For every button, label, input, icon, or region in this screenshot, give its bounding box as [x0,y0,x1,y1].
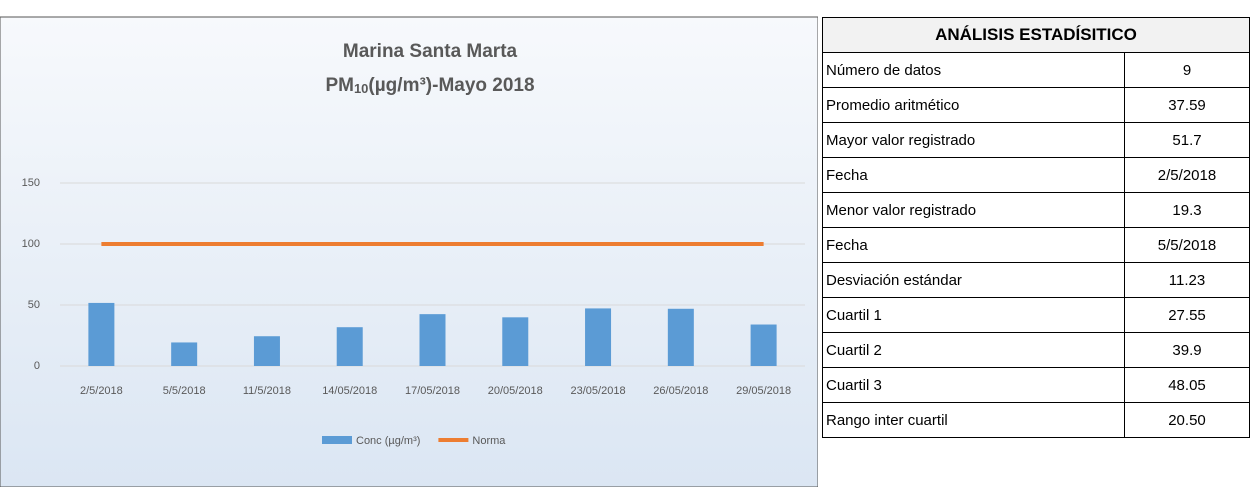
x-tick-label: 2/5/2018 [80,385,123,397]
label-cell: Número de datos [822,52,1125,88]
value-cell: 19.3 [1124,192,1250,228]
value-cell: 39.9 [1124,332,1250,368]
bar [419,314,446,366]
value-cell: 37.59 [1124,87,1250,123]
label-cell: Fecha [822,157,1125,193]
label-cell: Rango inter cuartil [822,402,1125,438]
bar [667,308,694,366]
bar [585,308,612,366]
table-row: Fecha 5/5/2018 [822,227,1250,263]
value-cell: 27.55 [1124,297,1250,333]
table-title: ANÁLISIS ESTADÍSITICO [822,17,1250,53]
x-tick-label: 17/05/2018 [405,385,460,397]
x-tick-label: 29/05/2018 [736,385,791,397]
stats-table: ANÁLISIS ESTADÍSITICO Número de datos 9 Pro… [822,17,1250,438]
label-cell: Cuartil 1 [822,297,1125,333]
label-cell: Desviación estándar [822,262,1125,298]
x-tick-label: 20/05/2018 [488,385,543,397]
subtitle-subscript: 10 [354,81,368,96]
label-cell: Promedio aritmético [822,87,1125,123]
label-cell: Fecha [822,227,1125,263]
x-tick-label: 26/05/2018 [653,385,708,397]
label-cell: Menor valor registrado [822,192,1125,228]
chart-title: Marina Santa Marta [343,41,518,62]
legend-label: Conc (µg/m³) [356,435,420,447]
table-row: Número de datos 9 [822,52,1250,88]
legend-swatch [322,436,352,444]
label-cell: Mayor valor registrado [822,122,1125,158]
chart: Marina Santa Marta PM10(µg/m³)-Mayo 2018… [0,16,818,487]
bar [253,336,280,366]
table-row: Mayor valor registrado 51.7 [822,122,1250,158]
table-row: Desviación estándar 11.23 [822,262,1250,298]
legend-label: Norma [472,435,506,447]
label-cell: Cuartil 3 [822,367,1125,403]
value-cell: 51.7 [1124,122,1250,158]
y-tick-label: 100 [22,238,40,250]
value-cell: 20.50 [1124,402,1250,438]
table-row: Fecha 2/5/2018 [822,157,1250,193]
subtitle-part: PM [325,75,354,96]
y-tick-label: 150 [22,177,40,189]
table-row: Cuartil 3 48.05 [822,367,1250,403]
table-row: Menor valor registrado 19.3 [822,192,1250,228]
x-tick-label: 14/05/2018 [322,385,377,397]
value-cell: 5/5/2018 [1124,227,1250,263]
bar [171,342,198,366]
bar [336,327,363,366]
value-cell: 2/5/2018 [1124,157,1250,193]
label-cell: Cuartil 2 [822,332,1125,368]
y-tick-label: 0 [34,360,40,372]
x-tick-label: 11/5/2018 [243,385,291,397]
y-tick-label: 50 [28,299,40,311]
x-tick-label: 23/05/2018 [571,385,626,397]
value-cell: 48.05 [1124,367,1250,403]
table-row: Cuartil 2 39.9 [822,332,1250,368]
bar [88,302,115,366]
bar [750,324,777,366]
x-tick-label: 5/5/2018 [163,385,206,397]
table-row: Rango inter cuartil 20.50 [822,402,1250,438]
bar [502,317,529,366]
chart-background [0,16,818,487]
value-cell: 11.23 [1124,262,1250,298]
value-cell: 9 [1124,52,1250,88]
table-row: Cuartil 1 27.55 [822,297,1250,333]
subtitle-part: (µg/m³)-Mayo 2018 [368,75,534,96]
chart-subtitle: PM10(µg/m³)-Mayo 2018 [325,75,534,96]
table-row: Promedio aritmético 37.59 [822,87,1250,123]
